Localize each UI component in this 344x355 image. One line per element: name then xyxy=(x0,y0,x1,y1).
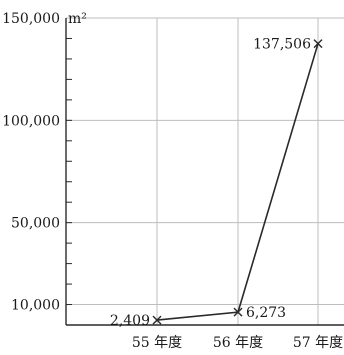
x-tick-label: 55 年度 xyxy=(132,335,182,351)
y-tick-label: 10,000 xyxy=(11,298,60,314)
data-point-marker xyxy=(233,307,243,317)
labels: 150,000 100,000 50,000 10,000 m² 55 年度 56 年度 57… xyxy=(2,11,343,351)
y-tick-label: 100,000 xyxy=(2,113,60,129)
y-tick-label: 150,000 xyxy=(2,11,60,27)
data-label: 137,506 xyxy=(253,37,311,53)
y-unit-label: m² xyxy=(68,11,87,27)
data-point-marker xyxy=(152,315,162,325)
data-point-marker xyxy=(313,39,323,49)
x-tick-label: 57 年度 xyxy=(293,335,343,351)
grid-lines xyxy=(66,17,344,325)
axes xyxy=(65,18,344,326)
data-label: 2,409 xyxy=(110,313,150,329)
data-label: 6,273 xyxy=(246,305,286,321)
data-markers xyxy=(152,39,323,325)
y-tick-label: 50,000 xyxy=(11,216,60,232)
x-tick-label: 56 年度 xyxy=(213,335,263,351)
